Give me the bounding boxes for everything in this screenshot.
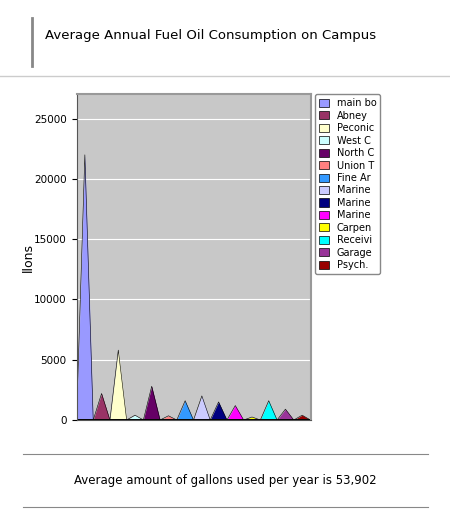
Y-axis label: llons: llons (22, 243, 35, 272)
Text: Average Annual Fuel Oil Consumption on Campus: Average Annual Fuel Oil Consumption on C… (45, 29, 376, 42)
Text: Average amount of gallons used per year is 53,902: Average amount of gallons used per year … (74, 474, 376, 487)
Legend: main bo, Abney, Peconic, West C, North C, Union T, Fine Ar, Marine , Marine, Mar: main bo, Abney, Peconic, West C, North C… (315, 94, 380, 274)
